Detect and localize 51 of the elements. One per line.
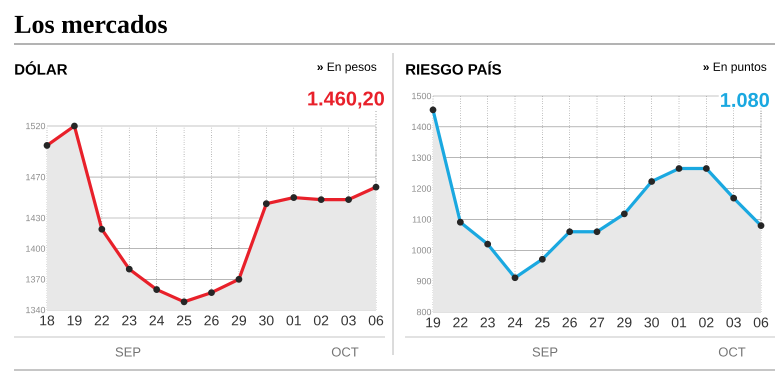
chart-subtitle: » En puntos: [703, 62, 766, 74]
y-tick-label: 1340: [26, 306, 46, 314]
y-tick-label: 900: [416, 278, 432, 284]
x-tick-label: 18: [40, 316, 54, 326]
y-tick-label: 1470: [26, 174, 46, 180]
chart-title: DÓLAR: [15, 61, 68, 75]
text: Los mercados: [14, 14, 167, 34]
x-tick-label: 23: [122, 316, 136, 326]
x-tick-label: 03: [341, 316, 356, 326]
x-tick-label: 22: [453, 318, 468, 328]
text: SEP: [532, 347, 558, 357]
x-tick-label: 26: [204, 316, 219, 326]
text: OCT: [332, 347, 358, 357]
text: 1.460,20: [308, 91, 384, 109]
annotation: 1.080: [721, 92, 769, 108]
chart-title: RIESGO PAÍS: [406, 61, 502, 75]
x-tick-label: 24: [508, 318, 522, 328]
x-tick-label: 19: [68, 316, 82, 326]
x-tick-label: 01: [286, 316, 301, 326]
x-tick-label: 26: [562, 318, 577, 328]
x-tick-label: 27: [590, 318, 604, 328]
x-tick-label: 29: [232, 316, 246, 326]
y-tick-label: 1520: [26, 122, 46, 130]
y-tick-label: 1430: [26, 214, 46, 222]
x-tick-label: 30: [644, 318, 659, 328]
y-tick-label: 1200: [412, 185, 432, 192]
x-tick-label: 24: [150, 316, 164, 326]
x-tick-label: 19: [426, 318, 440, 328]
x-tick-label: 30: [259, 316, 274, 326]
x-tick-label: 02: [314, 316, 328, 326]
x-tick-label: 25: [177, 316, 192, 326]
y-tick-label: 1500: [412, 92, 432, 100]
y-tick-label: 1100: [412, 216, 432, 223]
y-tick-label: 1000: [412, 247, 432, 254]
y-tick-label: 1370: [26, 276, 46, 283]
x-tick-label: 29: [617, 318, 632, 328]
chart-subtitle: » En pesos: [317, 62, 376, 74]
x-tick-label: 03: [726, 318, 741, 328]
x-tick-label: 01: [672, 318, 686, 328]
text: SEP: [116, 347, 140, 357]
y-tick-label: 800: [416, 308, 432, 316]
x-tick-label: 06: [754, 318, 768, 328]
y-tick-label: 1400: [26, 245, 46, 252]
x-tick-label: 23: [480, 318, 495, 328]
x-tick-label: 02: [699, 318, 714, 328]
x-tick-label: 25: [535, 318, 550, 328]
x-tick-label: 22: [94, 316, 109, 326]
x-tick-label: 06: [368, 316, 384, 326]
y-tick-label: 1300: [412, 154, 432, 161]
text: OCT: [718, 347, 746, 357]
y-tick-label: 1400: [412, 124, 432, 130]
